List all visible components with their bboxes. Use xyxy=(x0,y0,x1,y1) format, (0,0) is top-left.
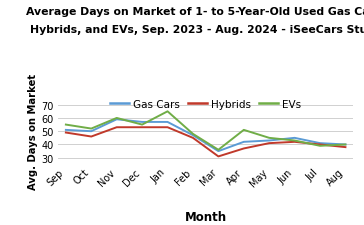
Text: Average Days on Market of 1- to 5-Year-Old Used Gas Cars,: Average Days on Market of 1- to 5-Year-O… xyxy=(26,7,364,17)
Legend: Gas Cars, Hybrids, EVs: Gas Cars, Hybrids, EVs xyxy=(106,95,305,113)
Y-axis label: Avg. Days on Market: Avg. Days on Market xyxy=(28,74,38,189)
Text: Month: Month xyxy=(185,210,227,223)
Text: Hybrids, and EVs, Sep. 2023 - Aug. 2024 - iSeeCars Study: Hybrids, and EVs, Sep. 2023 - Aug. 2024 … xyxy=(29,25,364,35)
